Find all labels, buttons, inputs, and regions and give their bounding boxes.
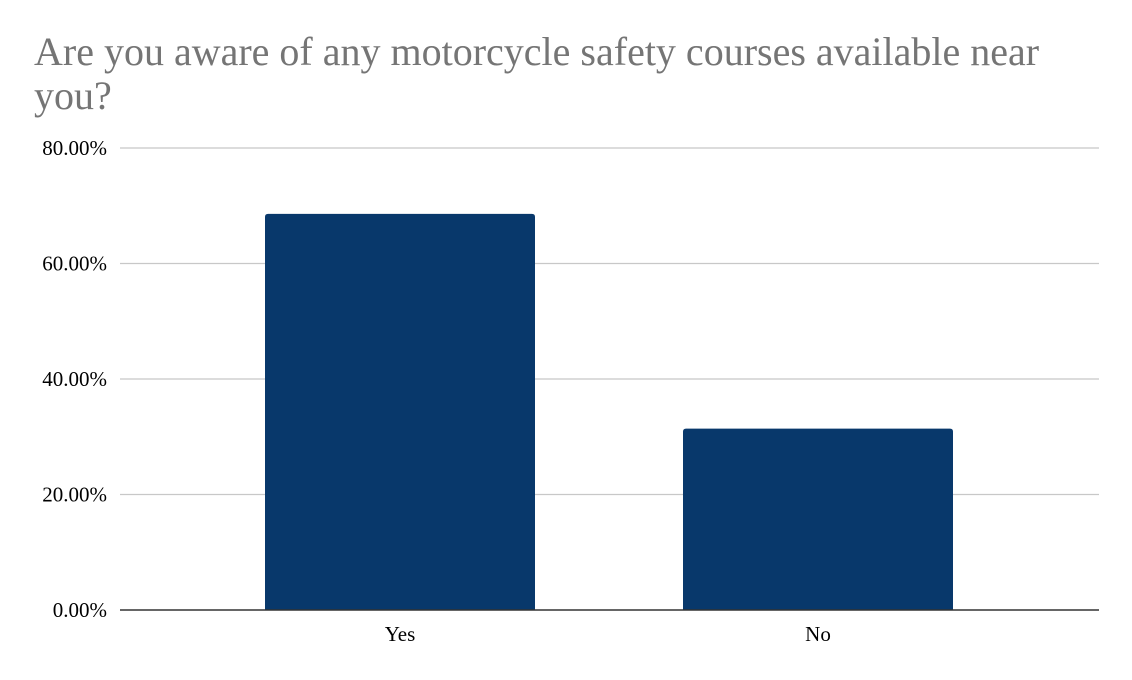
x-axis-tick-labels: Yes No: [385, 622, 831, 646]
chart-title: Are you aware of any motorcycle safety c…: [34, 29, 1040, 118]
y-tick-label: 20.00%: [42, 483, 107, 507]
x-tick-label: No: [805, 622, 831, 646]
x-tick-label: Yes: [385, 622, 416, 646]
y-axis-tick-labels: 0.00% 20.00% 40.00% 60.00% 80.00%: [42, 136, 107, 622]
bar-yes: [265, 213, 535, 610]
y-tick-label: 60.00%: [42, 252, 107, 276]
bar-no: [683, 428, 953, 610]
y-tick-label: 0.00%: [53, 598, 107, 622]
y-tick-label: 80.00%: [42, 136, 107, 160]
y-tick-label: 40.00%: [42, 367, 107, 391]
bars: [265, 213, 953, 610]
